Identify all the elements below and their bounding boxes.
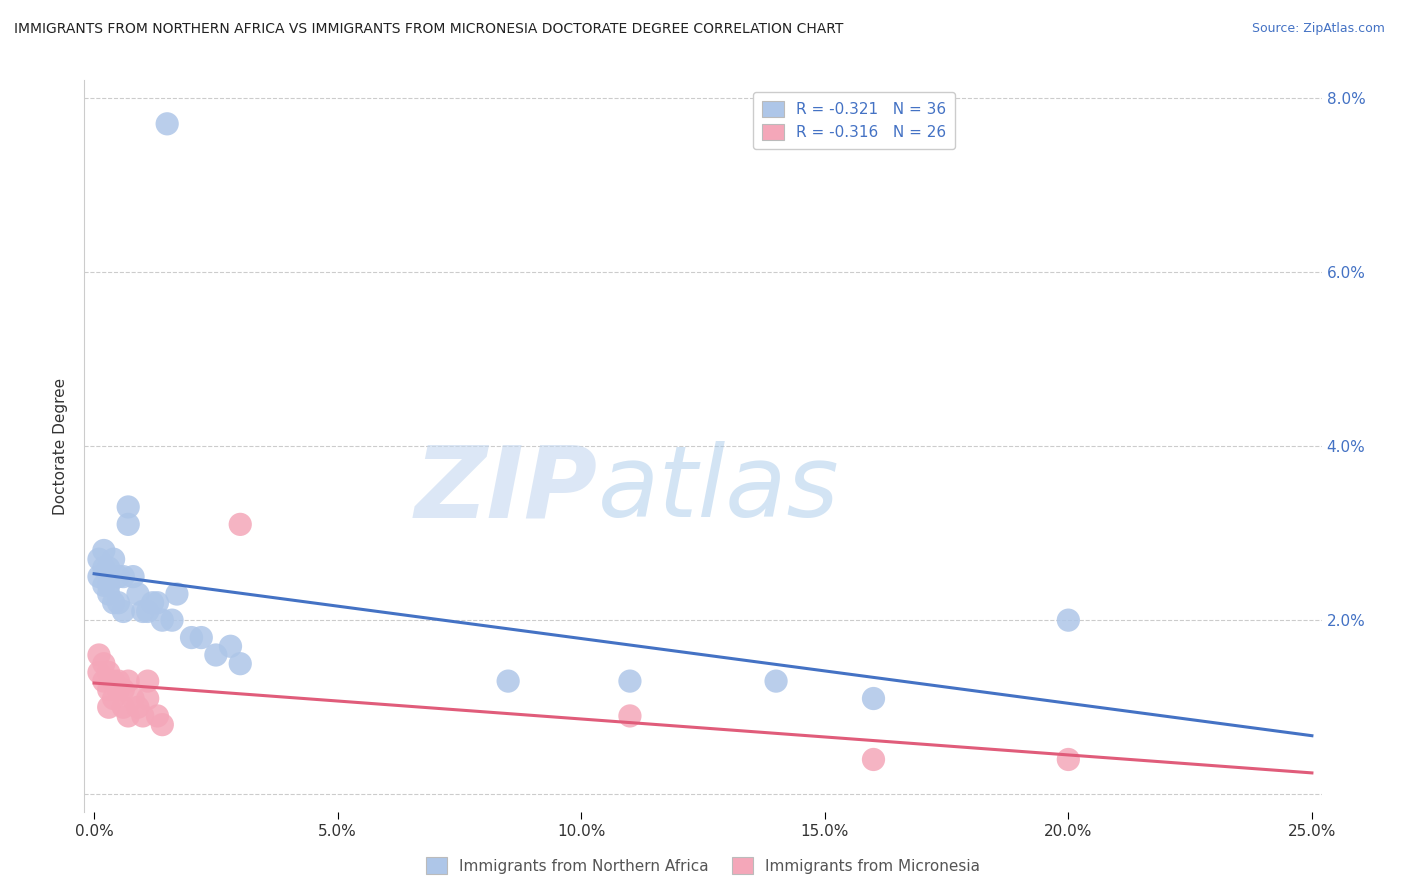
Point <box>1057 752 1080 766</box>
Point <box>97 561 120 575</box>
Legend: Immigrants from Northern Africa, Immigrants from Micronesia: Immigrants from Northern Africa, Immigra… <box>419 851 987 880</box>
Point <box>112 569 135 583</box>
Point <box>496 674 519 689</box>
Point <box>862 752 884 766</box>
Point <box>107 569 129 583</box>
Point <box>229 517 252 532</box>
Point <box>112 604 135 618</box>
Text: atlas: atlas <box>598 442 839 539</box>
Point <box>93 561 115 575</box>
Point <box>229 657 252 671</box>
Point <box>107 682 129 697</box>
Point <box>97 578 120 592</box>
Y-axis label: Doctorate Degree: Doctorate Degree <box>53 377 69 515</box>
Point <box>103 674 125 689</box>
Point <box>103 691 125 706</box>
Point <box>117 674 139 689</box>
Point <box>205 648 228 662</box>
Point <box>97 587 120 601</box>
Point <box>127 700 149 714</box>
Point <box>142 596 165 610</box>
Point <box>136 691 159 706</box>
Point <box>619 674 641 689</box>
Text: IMMIGRANTS FROM NORTHERN AFRICA VS IMMIGRANTS FROM MICRONESIA DOCTORATE DEGREE C: IMMIGRANTS FROM NORTHERN AFRICA VS IMMIG… <box>14 22 844 37</box>
Legend: R = -0.321   N = 36, R = -0.316   N = 26: R = -0.321 N = 36, R = -0.316 N = 26 <box>754 92 955 149</box>
Point <box>103 552 125 566</box>
Text: ZIP: ZIP <box>415 442 598 539</box>
Point <box>150 613 173 627</box>
Point <box>146 596 169 610</box>
Point <box>136 674 159 689</box>
Point <box>97 665 120 680</box>
Point <box>619 709 641 723</box>
Point <box>136 604 159 618</box>
Point <box>150 717 173 731</box>
Point <box>87 569 110 583</box>
Point <box>97 700 120 714</box>
Point <box>122 569 145 583</box>
Point <box>146 709 169 723</box>
Point <box>166 587 188 601</box>
Point <box>1057 613 1080 627</box>
Point <box>190 631 212 645</box>
Point <box>97 682 120 697</box>
Point <box>160 613 183 627</box>
Point <box>117 709 139 723</box>
Point <box>156 117 179 131</box>
Point <box>107 596 129 610</box>
Point <box>93 657 115 671</box>
Point <box>132 604 155 618</box>
Point <box>107 674 129 689</box>
Point <box>87 552 110 566</box>
Point <box>87 648 110 662</box>
Point <box>117 517 139 532</box>
Point <box>765 674 787 689</box>
Point <box>862 691 884 706</box>
Point <box>87 665 110 680</box>
Point <box>180 631 202 645</box>
Point <box>132 709 155 723</box>
Point <box>93 674 115 689</box>
Point <box>219 640 242 654</box>
Point <box>117 500 139 514</box>
Point <box>122 691 145 706</box>
Point <box>127 587 149 601</box>
Point <box>103 596 125 610</box>
Point <box>93 543 115 558</box>
Point <box>93 578 115 592</box>
Point <box>112 682 135 697</box>
Point <box>112 700 135 714</box>
Text: Source: ZipAtlas.com: Source: ZipAtlas.com <box>1251 22 1385 36</box>
